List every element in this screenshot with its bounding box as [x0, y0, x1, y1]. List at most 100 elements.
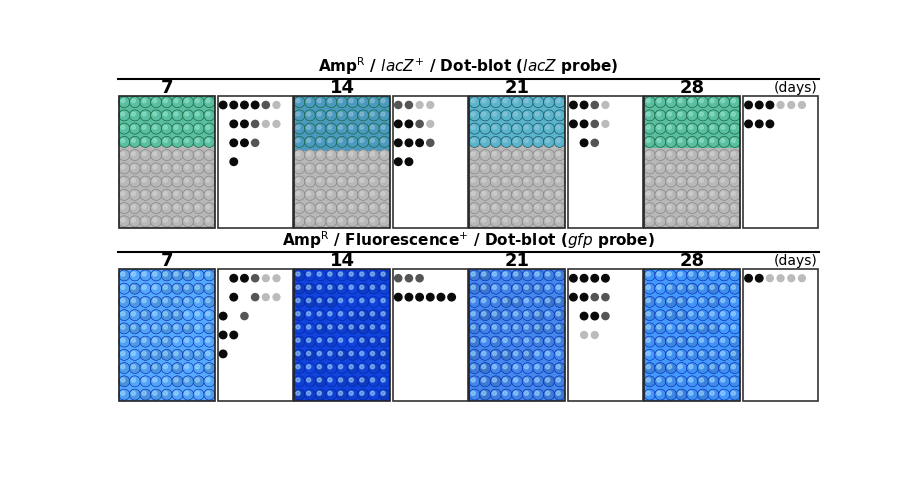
Circle shape — [357, 389, 368, 400]
Circle shape — [546, 205, 549, 209]
Circle shape — [646, 338, 651, 342]
Circle shape — [370, 165, 375, 169]
Circle shape — [296, 378, 300, 382]
Circle shape — [556, 391, 560, 395]
Circle shape — [469, 97, 480, 108]
Circle shape — [230, 274, 238, 282]
Circle shape — [293, 110, 305, 121]
Circle shape — [535, 192, 539, 195]
Circle shape — [644, 389, 655, 400]
Circle shape — [315, 323, 326, 334]
Circle shape — [183, 283, 194, 294]
Circle shape — [325, 176, 337, 187]
Circle shape — [503, 178, 507, 182]
Circle shape — [153, 218, 156, 222]
Circle shape — [153, 152, 156, 156]
Circle shape — [174, 112, 178, 116]
Circle shape — [535, 351, 539, 356]
Circle shape — [325, 136, 337, 147]
Circle shape — [544, 376, 555, 387]
Circle shape — [644, 163, 655, 174]
Circle shape — [132, 378, 135, 382]
Circle shape — [469, 323, 480, 334]
Circle shape — [503, 338, 507, 342]
Circle shape — [556, 365, 560, 369]
Circle shape — [708, 349, 719, 360]
Circle shape — [395, 293, 402, 301]
Circle shape — [646, 99, 650, 102]
Circle shape — [720, 391, 725, 395]
Circle shape — [328, 391, 332, 395]
Circle shape — [185, 178, 188, 182]
Circle shape — [525, 178, 528, 182]
Circle shape — [676, 363, 687, 374]
Circle shape — [689, 218, 693, 222]
Circle shape — [370, 312, 375, 316]
Circle shape — [480, 349, 491, 360]
Circle shape — [689, 152, 693, 156]
Circle shape — [204, 110, 215, 121]
Circle shape — [654, 376, 665, 387]
Circle shape — [480, 136, 491, 147]
Circle shape — [689, 299, 693, 303]
Circle shape — [646, 299, 651, 303]
Circle shape — [710, 112, 714, 116]
Circle shape — [678, 338, 683, 342]
Circle shape — [676, 216, 687, 227]
Circle shape — [512, 283, 523, 294]
Circle shape — [296, 178, 300, 182]
Circle shape — [482, 139, 485, 142]
Circle shape — [514, 312, 518, 316]
Circle shape — [469, 216, 480, 227]
Circle shape — [405, 102, 412, 108]
Circle shape — [193, 323, 204, 334]
Circle shape — [206, 338, 210, 342]
Circle shape — [395, 275, 402, 282]
Circle shape — [556, 272, 560, 276]
Circle shape — [525, 391, 528, 395]
Circle shape — [338, 365, 343, 369]
Circle shape — [347, 336, 358, 347]
Circle shape — [514, 192, 517, 195]
Circle shape — [503, 325, 507, 329]
Circle shape — [206, 299, 210, 303]
Circle shape — [296, 112, 300, 116]
Circle shape — [161, 336, 173, 347]
Circle shape — [535, 325, 539, 329]
Circle shape — [482, 165, 485, 169]
Circle shape — [129, 309, 141, 321]
Circle shape — [676, 150, 687, 161]
Circle shape — [646, 218, 650, 222]
Circle shape — [557, 205, 560, 209]
Circle shape — [347, 363, 358, 374]
Circle shape — [522, 97, 533, 108]
Circle shape — [196, 391, 199, 395]
Circle shape — [132, 272, 135, 276]
Circle shape — [183, 349, 194, 360]
Circle shape — [493, 299, 496, 303]
Circle shape — [304, 216, 315, 227]
Circle shape — [644, 97, 655, 108]
Circle shape — [525, 165, 528, 169]
Circle shape — [535, 125, 539, 129]
Circle shape — [161, 123, 173, 134]
Circle shape — [370, 218, 375, 222]
Circle shape — [512, 110, 523, 121]
Circle shape — [293, 203, 305, 214]
Circle shape — [544, 97, 555, 108]
Circle shape — [554, 110, 565, 121]
Circle shape — [678, 205, 682, 209]
Circle shape — [204, 296, 215, 307]
Circle shape — [472, 165, 475, 169]
Circle shape — [654, 189, 665, 201]
Circle shape — [204, 203, 215, 214]
Circle shape — [646, 272, 651, 276]
Circle shape — [251, 294, 259, 301]
Circle shape — [347, 270, 358, 281]
Circle shape — [525, 218, 528, 222]
Circle shape — [336, 150, 347, 161]
Circle shape — [731, 312, 736, 316]
Circle shape — [132, 125, 135, 129]
Circle shape — [720, 285, 725, 289]
Circle shape — [206, 391, 210, 395]
